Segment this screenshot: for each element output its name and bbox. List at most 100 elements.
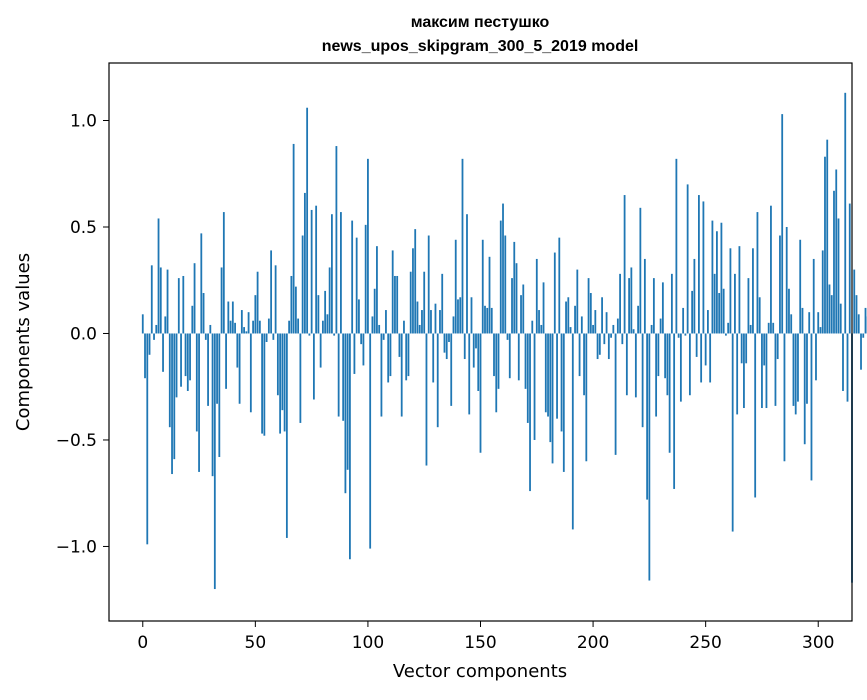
bar-200 bbox=[592, 325, 594, 334]
bar-109 bbox=[387, 333, 389, 382]
bar-18 bbox=[182, 276, 184, 334]
bar-57 bbox=[270, 250, 272, 333]
bar-247 bbox=[698, 195, 700, 333]
bar-81 bbox=[324, 291, 326, 334]
bar-204 bbox=[601, 297, 603, 333]
bar-164 bbox=[511, 278, 513, 333]
bar-82 bbox=[327, 314, 329, 333]
y-tick-label: −1.0 bbox=[56, 537, 97, 557]
x-tick-label: 100 bbox=[352, 633, 384, 653]
bar-305 bbox=[829, 285, 831, 334]
bar-243 bbox=[689, 333, 691, 395]
bar-294 bbox=[804, 333, 806, 444]
bar-321 bbox=[865, 308, 867, 334]
bar-50 bbox=[254, 295, 256, 333]
bar-130 bbox=[435, 304, 437, 334]
bar-129 bbox=[432, 333, 434, 382]
bar-205 bbox=[603, 333, 605, 344]
bar-266 bbox=[741, 333, 743, 363]
bar-118 bbox=[408, 333, 410, 376]
bar-151 bbox=[482, 240, 484, 334]
bar-48 bbox=[250, 333, 252, 412]
bar-28 bbox=[205, 333, 207, 339]
bar-191 bbox=[572, 333, 574, 529]
bar-120 bbox=[412, 248, 414, 333]
bar-141 bbox=[459, 297, 461, 333]
bar-316 bbox=[853, 270, 855, 334]
bar-168 bbox=[520, 295, 522, 333]
bar-145 bbox=[468, 333, 470, 414]
bar-26 bbox=[200, 233, 202, 333]
bar-227 bbox=[653, 278, 655, 333]
bar-74 bbox=[308, 333, 310, 335]
bar-234 bbox=[669, 333, 671, 452]
bar-319 bbox=[860, 333, 862, 369]
bar-195 bbox=[581, 316, 583, 333]
bar-314 bbox=[849, 204, 851, 334]
bar-320 bbox=[862, 333, 864, 337]
bar-54 bbox=[263, 333, 265, 435]
x-tick-label: 250 bbox=[689, 633, 721, 653]
bar-37 bbox=[225, 333, 227, 388]
bar-240 bbox=[682, 308, 684, 334]
bar-311 bbox=[842, 333, 844, 391]
bar-103 bbox=[374, 289, 376, 334]
bar-14 bbox=[173, 333, 175, 459]
bar-207 bbox=[608, 333, 610, 359]
bar-75 bbox=[311, 210, 313, 334]
bar-303 bbox=[824, 157, 826, 334]
bar-265 bbox=[739, 246, 741, 333]
bar-114 bbox=[399, 333, 401, 356]
bar-42 bbox=[236, 333, 238, 367]
bar-213 bbox=[621, 333, 623, 344]
bar-206 bbox=[606, 312, 608, 333]
bar-190 bbox=[570, 327, 572, 333]
bar-97 bbox=[360, 333, 362, 344]
bar-175 bbox=[536, 259, 538, 334]
bar-317 bbox=[856, 295, 858, 333]
bar-288 bbox=[790, 314, 792, 333]
x-tick-label: 0 bbox=[137, 633, 148, 653]
bar-233 bbox=[666, 333, 668, 395]
bar-55 bbox=[266, 333, 268, 342]
y-tick-label: 1.0 bbox=[70, 112, 97, 132]
bar-149 bbox=[477, 333, 479, 391]
bar-226 bbox=[651, 325, 653, 334]
bar-78 bbox=[317, 295, 319, 333]
bar-10 bbox=[164, 316, 166, 333]
bar-24 bbox=[196, 333, 198, 431]
bar-80 bbox=[322, 321, 324, 334]
bar-96 bbox=[358, 299, 360, 333]
bar-312 bbox=[844, 93, 846, 334]
bar-196 bbox=[583, 333, 585, 395]
bar-304 bbox=[826, 140, 828, 334]
bar-43 bbox=[239, 333, 241, 403]
bar-140 bbox=[457, 299, 459, 333]
bar-1 bbox=[144, 333, 146, 378]
bar-214 bbox=[624, 195, 626, 333]
bar-88 bbox=[340, 212, 342, 333]
bar-181 bbox=[549, 333, 551, 442]
bar-72 bbox=[304, 193, 306, 334]
bar-38 bbox=[227, 302, 229, 334]
bar-235 bbox=[671, 274, 673, 334]
bar-256 bbox=[718, 293, 720, 333]
bar-4 bbox=[151, 265, 153, 333]
bar-39 bbox=[230, 321, 232, 334]
bar-269 bbox=[748, 278, 750, 333]
bar-310 bbox=[840, 304, 842, 334]
bar-68 bbox=[295, 287, 297, 334]
bar-218 bbox=[633, 329, 635, 333]
bar-3 bbox=[149, 333, 151, 354]
bar-25 bbox=[198, 333, 200, 471]
bar-16 bbox=[178, 278, 180, 333]
bar-19 bbox=[185, 333, 187, 376]
bar-216 bbox=[628, 278, 630, 333]
bar-301 bbox=[820, 327, 822, 333]
bar-255 bbox=[716, 231, 718, 333]
bar-134 bbox=[444, 333, 446, 352]
bar-307 bbox=[833, 191, 835, 334]
bar-209 bbox=[612, 325, 614, 334]
bar-159 bbox=[500, 221, 502, 334]
bar-52 bbox=[259, 321, 261, 334]
